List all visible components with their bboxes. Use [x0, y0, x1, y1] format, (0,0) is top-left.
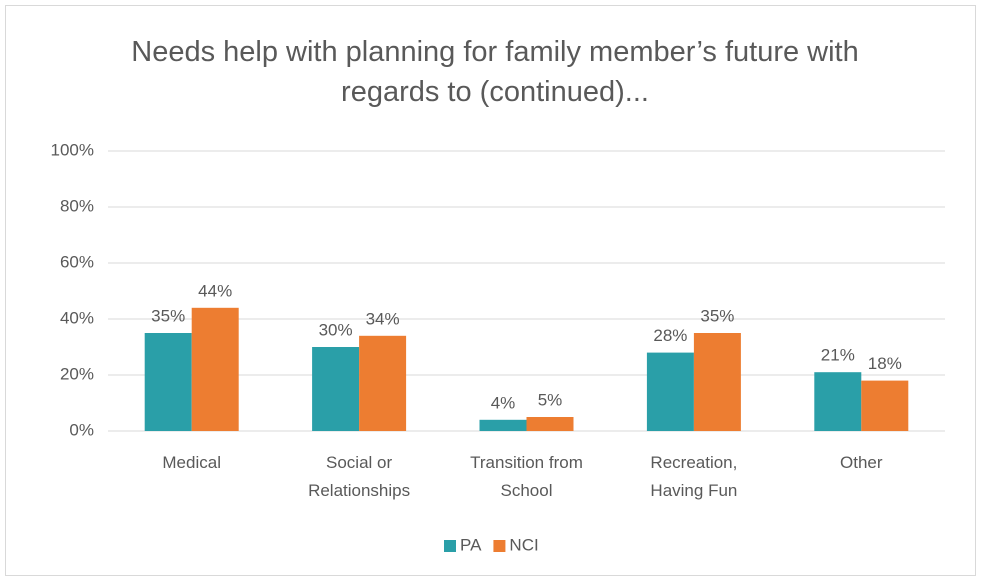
bar — [814, 372, 862, 431]
bar — [359, 335, 407, 431]
x-tick-label: Other — [840, 453, 883, 472]
legend-swatch — [444, 540, 456, 552]
x-tick-label: Recreation, Having Fun — [650, 453, 738, 500]
data-label: 35% — [700, 306, 734, 325]
y-tick-label: 80% — [60, 196, 94, 215]
data-label: 28% — [653, 326, 687, 345]
data-label: 34% — [366, 309, 400, 328]
bar — [646, 352, 694, 431]
legend-label: NCI — [509, 535, 538, 554]
x-tick-label: Social or Relationships — [308, 453, 411, 500]
y-tick-label: 20% — [60, 364, 94, 383]
legend-label: PA — [460, 535, 482, 554]
legend-swatch — [493, 540, 506, 552]
chart-title: Needs help with planning for family memb… — [131, 36, 859, 108]
data-label: 30% — [319, 320, 353, 339]
data-label: 5% — [538, 390, 563, 409]
x-tick-label: Transition from School — [470, 453, 583, 500]
bar — [312, 347, 360, 431]
bar — [144, 333, 192, 431]
data-label: 18% — [868, 354, 902, 373]
bar — [191, 307, 239, 431]
bar — [479, 419, 527, 431]
bar — [693, 333, 741, 431]
chart-frame — [5, 5, 976, 576]
y-tick-label: 60% — [60, 252, 94, 271]
y-tick-label: 0% — [69, 420, 94, 439]
data-label: 4% — [491, 393, 516, 412]
y-tick-label: 100% — [51, 140, 94, 159]
data-label: 21% — [821, 346, 855, 365]
y-tick-label: 40% — [60, 308, 94, 327]
bar — [526, 417, 574, 431]
bar — [861, 380, 909, 431]
data-label: 35% — [151, 306, 185, 325]
data-label: 44% — [198, 281, 232, 300]
x-tick-label: Medical — [162, 453, 221, 472]
